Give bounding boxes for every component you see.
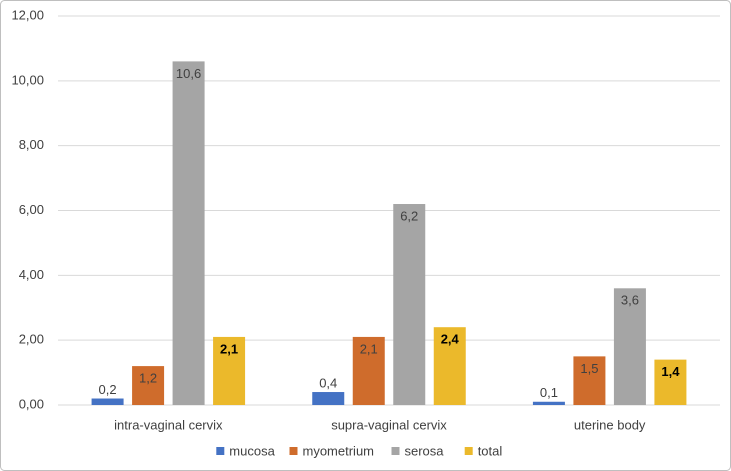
legend-label: serosa: [405, 443, 445, 458]
bar: [172, 61, 205, 406]
bar: [393, 204, 426, 405]
bar: [654, 359, 687, 405]
y-tick-label: 6,00: [19, 202, 44, 217]
x-tick-label: supra-vaginal cervix: [331, 417, 447, 432]
bar: [132, 366, 165, 405]
bar: [532, 401, 565, 405]
value-label: 2,1: [360, 341, 378, 356]
value-label: 1,5: [580, 361, 598, 376]
y-tick-label: 12,00: [11, 7, 44, 22]
x-tick-label: intra-vaginal cervix: [114, 417, 223, 432]
value-label: 3,6: [621, 293, 639, 308]
value-label: 1,4: [661, 364, 680, 379]
value-label: 2,4: [441, 332, 460, 347]
bar: [312, 392, 345, 405]
legend-swatch: [216, 447, 225, 455]
value-label: 0,1: [540, 385, 558, 400]
bar: [352, 336, 385, 405]
value-label: 0,2: [99, 382, 117, 397]
legend-label: mucosa: [229, 443, 275, 458]
bar: [573, 356, 606, 405]
value-label: 0,4: [319, 375, 337, 390]
bar: [213, 336, 246, 405]
y-tick-label: 0,00: [19, 396, 44, 411]
value-label: 10,6: [176, 66, 201, 81]
legend-swatch: [464, 447, 473, 455]
y-tick-label: 2,00: [19, 332, 44, 347]
value-label: 1,2: [139, 371, 157, 386]
bar: [613, 288, 646, 405]
y-tick-label: 10,00: [11, 72, 44, 87]
legend-swatch: [391, 447, 400, 455]
bar: [91, 398, 124, 405]
y-tick-label: 4,00: [19, 267, 44, 282]
x-tick-label: uterine body: [574, 417, 646, 432]
legend-swatch: [289, 447, 298, 455]
value-label: 6,2: [400, 208, 418, 223]
y-tick-label: 8,00: [19, 137, 44, 152]
value-label: 2,1: [220, 341, 238, 356]
legend-label: total: [478, 443, 503, 458]
bar: [433, 327, 466, 405]
legend-label: myometrium: [303, 443, 375, 458]
